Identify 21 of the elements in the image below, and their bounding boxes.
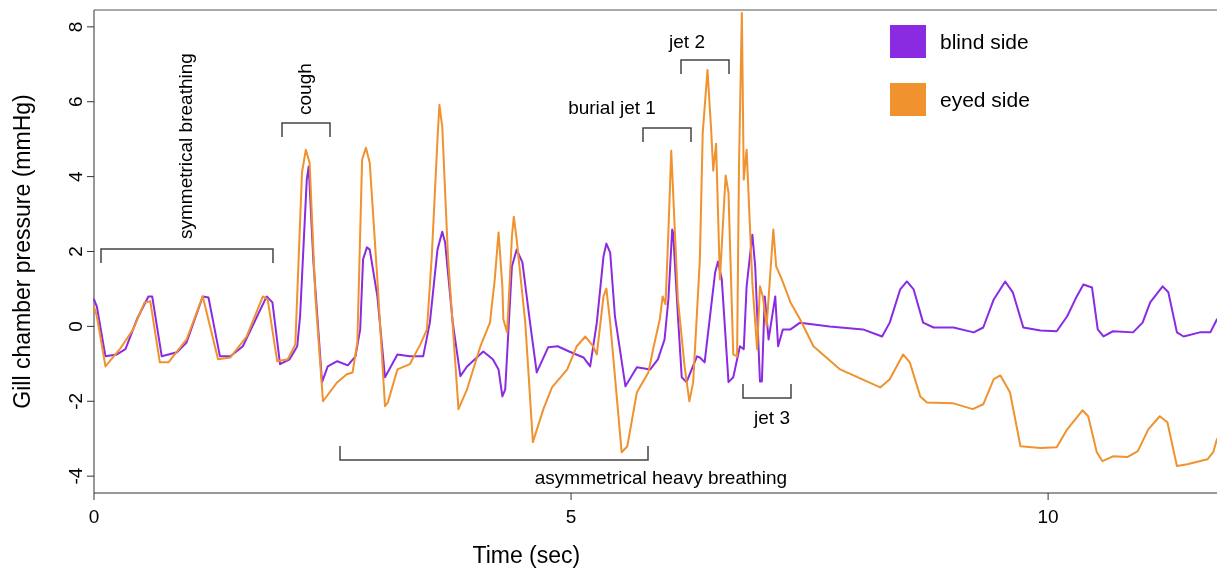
annotation: asymmetrical heavy breathing: [534, 467, 788, 488]
annotation: jet 3: [753, 407, 790, 428]
y-tick-label: -4: [65, 467, 86, 485]
annotation: burial jet 1: [568, 97, 656, 118]
x-tick-label: 10: [1037, 506, 1059, 527]
annotation: cough: [294, 63, 316, 115]
y-tick-label: 0: [65, 321, 86, 332]
y-tick-label: 6: [65, 96, 86, 108]
y-tick-label: -2: [65, 392, 86, 410]
x-tick-label: 5: [565, 506, 577, 527]
annotation: symmetrical breathing: [175, 53, 197, 239]
x-axis-title: Time (sec): [472, 542, 581, 568]
legend-label: eyed side: [940, 88, 1030, 111]
y-axis-title: Gill chamber pressure (mmHg): [9, 94, 35, 409]
annotation: jet 2: [668, 31, 705, 52]
y-tick-label: 4: [65, 170, 86, 182]
legend-label: blind side: [940, 30, 1029, 53]
x-tick-label: 0: [88, 506, 100, 527]
y-tick-label: 8: [65, 21, 86, 33]
y-tick-label: 2: [65, 246, 86, 257]
line-series: [93, 12, 1217, 468]
